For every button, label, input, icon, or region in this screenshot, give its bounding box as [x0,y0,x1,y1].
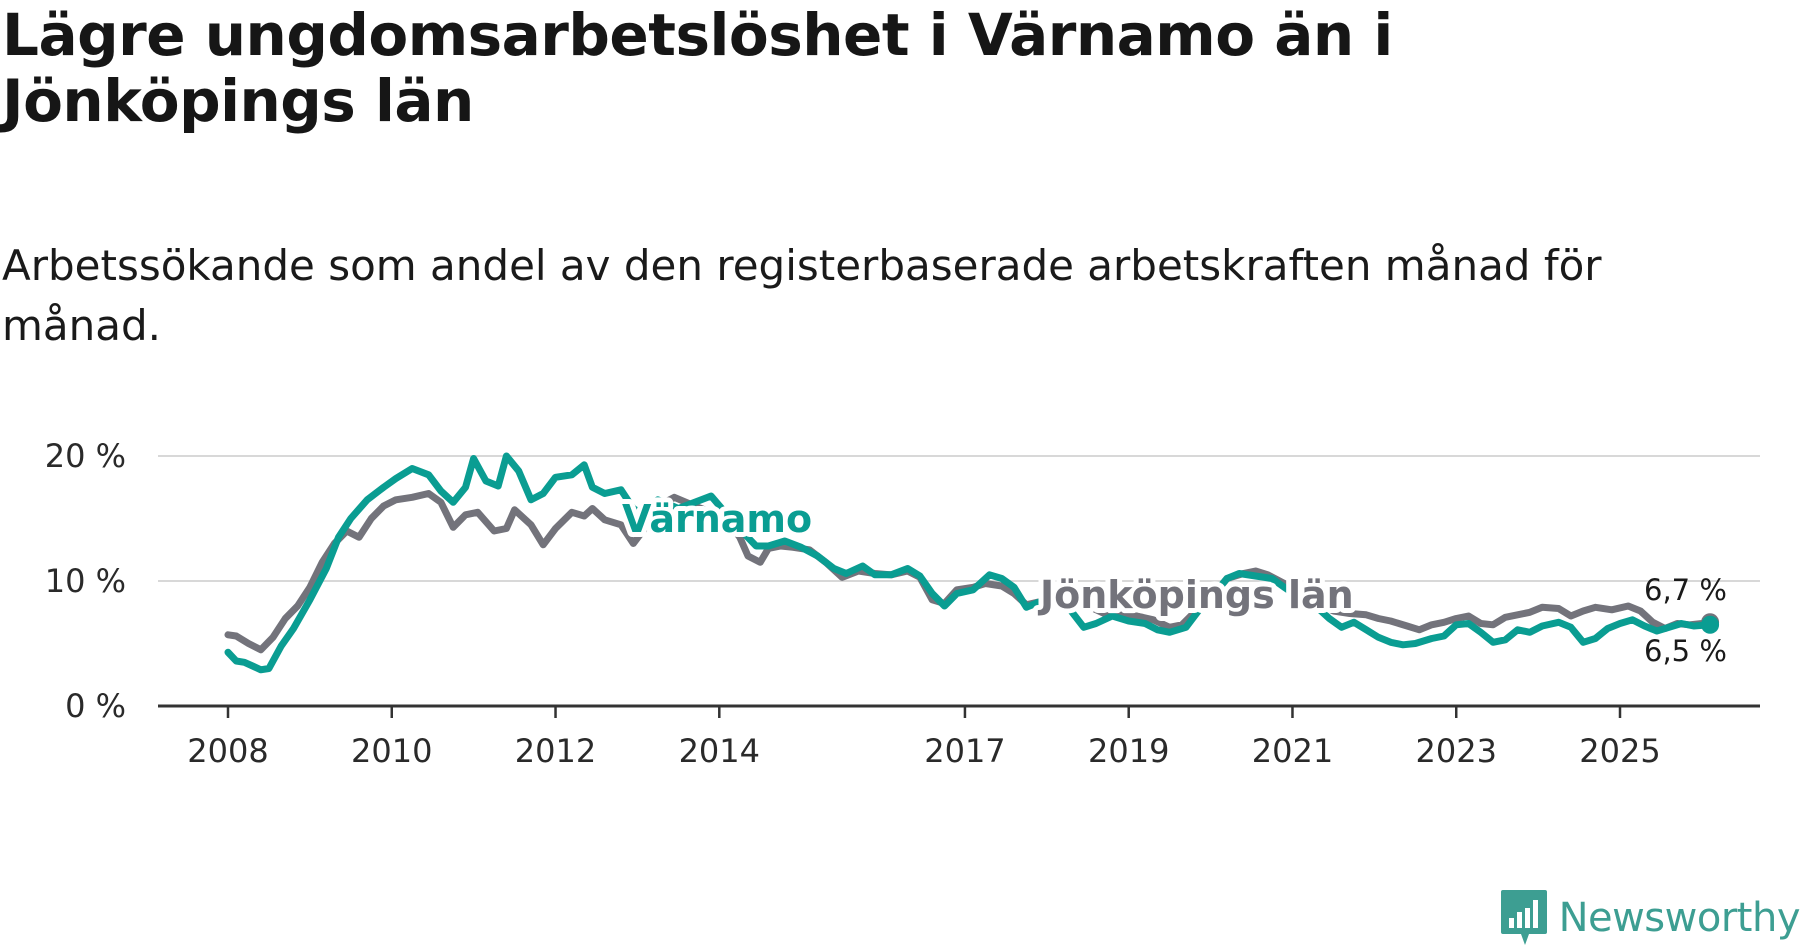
series-end-dot-varnamo [1701,615,1720,634]
newsworthy-logo: Newsworthy [1499,888,1800,948]
end-label-varnamo: 6,5 % [1644,634,1727,668]
gridlines [158,455,1760,582]
y-axis-tick-labels: 0 % 10 % 20 % [45,437,126,725]
x-tick-label: 2023 [1416,732,1497,770]
series-lines [224,452,1720,674]
chart-subtitle: Arbetssökande som andel av den registerb… [2,241,1602,350]
x-tick-label: 2010 [351,732,432,770]
series-line-varnamo [224,452,1714,674]
x-tick-label: 2019 [1088,732,1169,770]
series-label-jonkopings-lan: Jönköpings län [1037,573,1354,617]
end-label-jonkopings-lan: 6,7 % [1644,573,1727,607]
x-axis-ticks: 2008 2010 2012 2014 2017 2019 2021 2023 2025 [187,706,1661,770]
chart-title: Lägre ungdomsarbetslöshet i Värnamo än i… [2,1,1393,135]
x-tick-label: 2017 [924,732,1005,770]
y-tick-label: 20 % [45,437,126,475]
series-labels: Värnamo Jönköpings län 6,7 % 6,5 % [617,492,1727,668]
logo-text: Newsworthy [1558,895,1800,941]
series-label-varnamo: Värnamo [622,497,812,541]
x-tick-label: 2014 [679,732,760,770]
y-tick-label: 10 % [45,562,126,600]
series-line-jonkopings-lan [224,490,1714,654]
y-tick-label: 0 % [65,687,126,725]
x-tick-label: 2008 [187,732,268,770]
x-tick-label: 2012 [515,732,596,770]
newsworthy-chart-bubble-icon [1500,890,1547,945]
x-tick-label: 2021 [1252,732,1333,770]
x-tick-label: 2025 [1579,732,1660,770]
